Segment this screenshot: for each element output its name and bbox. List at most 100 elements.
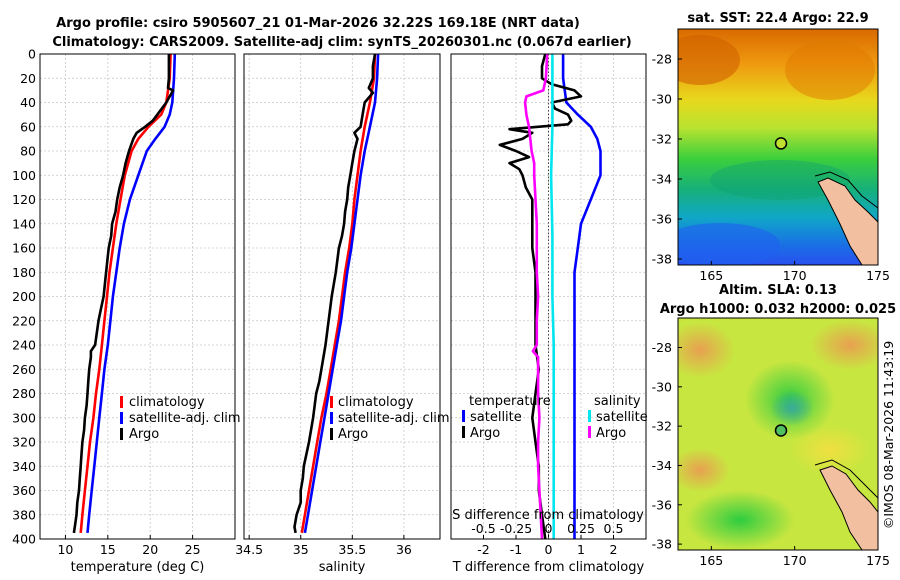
sla-warm-patch [678,448,730,492]
legend-label-climatology: climatology [338,395,414,410]
y-tick-label: 200 [12,289,36,304]
map-x-tick-label: 175 [866,553,890,568]
sst-map: sat. SST: 22.4 Argo: 22.9 165 170 175 -28 -3… [652,11,890,283]
land-outline [817,177,878,265]
diff-top-tick-label: 0 [545,521,553,536]
map-x-tick-label: 165 [699,553,723,568]
x-tick-label: 35 [293,542,309,557]
map-y-tick-label: -34 [652,458,672,473]
series-line-temperature-satellite [561,54,602,539]
legend-label-satellite: satellite-adj. clim [338,411,450,426]
salinity-profile-plot: 34.5 35 35.5 36 salinity [235,53,441,575]
series-line-temperature-argo [498,53,583,540]
sla-green-patch [685,490,795,550]
y-tick-label: 140 [12,216,36,231]
plot-frame [243,53,441,540]
diff-top-tick-label: 0.25 [567,521,595,536]
x-tick-label: -2 [477,542,489,557]
sla-warm-patch [678,322,735,378]
sla-warm-patch [790,425,870,475]
plot-frame [39,53,236,540]
series-line-argo [293,53,377,534]
sst-map-frame [677,28,879,266]
argo-location-marker [774,137,788,150]
map-x-tick-label: 175 [866,268,890,283]
x-tick-label: 25 [185,542,201,557]
y-tick-label: 220 [12,313,36,328]
series-line-climatology [300,53,377,534]
legend-swatch-temp-argo [462,426,465,438]
map-x-tick-label: 170 [783,268,807,283]
argo-location-marker [774,424,788,437]
x-tick-label: 35.5 [338,542,366,557]
diff-top-tick-label: -0.5 [471,521,495,536]
y-tick-label: 360 [12,483,36,498]
legend-swatch-argo [330,428,333,440]
map-y-tick-label: -36 [652,212,672,227]
x-tick-label: 2 [610,542,618,557]
map-y-tick-label: -36 [652,497,672,512]
sla-map-title: Altim. SLA: 0.13 [719,283,837,298]
x-tick-label: 36 [396,542,412,557]
y-tick-label: 260 [12,362,36,377]
y-tick-label: 240 [12,338,36,353]
difference-temperature-legend: temperature satellite Argo [462,394,551,441]
legend-label-argo: Argo [129,427,159,442]
sla-map: Altim. SLA: 0.13 Argo h1000: 0.032 h2000… [652,283,897,568]
map-y-tick-label: -38 [652,252,672,267]
legend-swatch-satellite [330,412,333,424]
y-tick-label: 0 [28,47,36,62]
x-tick-label: 20 [142,542,158,557]
x-tick-label: 10 [57,542,73,557]
map-y-tick-label: -38 [652,537,672,552]
plot-frame [450,53,647,540]
legend-swatch-sal-satellite [588,410,591,422]
salinity-legend: climatology satellite-adj. clim Argo [330,395,450,442]
legend-label-climatology: climatology [129,395,205,410]
y-tick-label: 280 [12,386,36,401]
y-tick-label: 100 [12,168,36,183]
series-line-salinity-argo [523,53,549,540]
legend-label-temp-satellite: satellite [470,410,522,425]
x-tick-label: -1 [510,542,522,557]
legend-label-satellite: satellite-adj. clim [129,411,241,426]
series-line-salinity-satellite [549,54,556,539]
sla-map-subtitle: Argo h1000: 0.032 h2000: 0.025 [660,302,896,317]
map-y-tick-label: -28 [652,52,672,67]
y-tick-label: 120 [12,192,36,207]
series-line-satellite-adj-clim [86,53,177,534]
diff-top-tick-label: -0.25 [500,521,532,536]
x-axis-label: salinity [319,560,366,575]
sla-warm-patch [810,320,878,370]
y-tick-label: 40 [20,95,36,110]
y-tick-label: 380 [12,507,36,522]
x-tick-label: 15 [100,542,116,557]
map-y-tick-label: -30 [652,92,672,107]
difference-salinity-legend: salinity satellite Argo [588,394,648,441]
series-line-climatology [79,53,172,534]
y-tick-label: 320 [12,435,36,450]
temperature-legend: climatology satellite-adj. clim Argo [120,395,241,442]
legend-swatch-sal-argo [588,426,591,438]
sst-green-patch [710,160,850,200]
x-tick-label: 34.5 [235,542,263,557]
legend-label-argo: Argo [338,427,368,442]
sla-map-frame [677,317,879,551]
map-y-tick-label: -28 [652,340,672,355]
x-axis-label: T difference from climatology [452,560,645,575]
legend-label-temp-argo: Argo [470,426,500,441]
y-tick-label: 80 [20,144,36,159]
map-y-tick-label: -32 [652,132,672,147]
diff-top-tick-labels: -0.5 -0.25 0 0.25 0.5 [471,521,623,536]
land-contour [814,171,878,209]
sla-low-patch [770,390,814,426]
difference-profile-plot: -2 -1 0 1 2 T difference from climatology [450,53,647,575]
legend-title-temperature: temperature [469,394,551,409]
sst-cool-patch [678,223,780,265]
y-tick-label: 300 [12,410,36,425]
x-axis-label: temperature (deg C) [71,560,205,575]
legend-swatch-argo [120,428,123,440]
series-line-satellite-adj-clim [303,53,380,534]
y-tick-label: 20 [20,71,36,86]
